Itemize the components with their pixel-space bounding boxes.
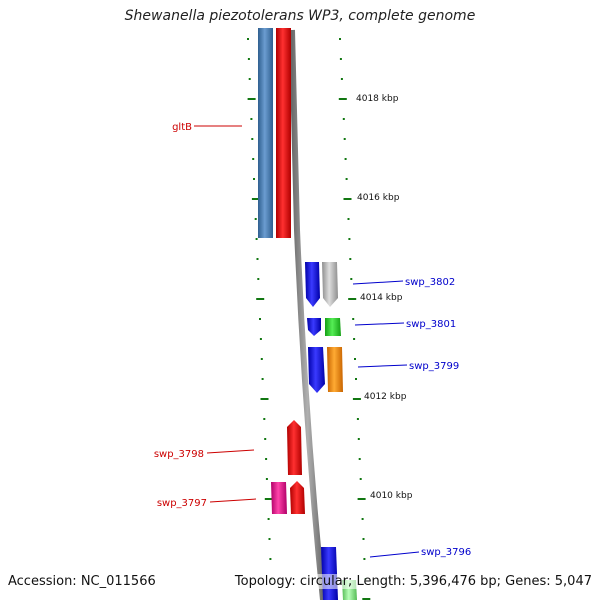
major-tick xyxy=(352,398,361,400)
minor-tick xyxy=(342,118,345,120)
major-tick xyxy=(357,498,366,500)
major-tick xyxy=(256,298,265,300)
minor-tick xyxy=(354,358,356,360)
gene-label-swp_3796[interactable]: swp_3796 xyxy=(421,547,471,558)
scale-label-4014: 4014 kbp xyxy=(360,293,403,303)
minor-tick xyxy=(267,518,270,520)
gene-label-gltB[interactable]: gltB xyxy=(172,122,192,133)
minor-tick xyxy=(355,378,357,380)
minor-tick xyxy=(343,138,346,140)
minor-tick xyxy=(259,338,262,340)
cds-swp_3799-blue[interactable] xyxy=(308,347,325,393)
minor-tick xyxy=(345,178,348,180)
minor-tick xyxy=(353,338,356,340)
major-tick xyxy=(264,498,273,500)
major-tick xyxy=(362,598,371,600)
cds-swp_3797-magenta[interactable] xyxy=(271,482,287,514)
minor-tick xyxy=(268,538,271,540)
minor-tick xyxy=(348,238,351,240)
cds-swp_3802-blue[interactable] xyxy=(305,262,320,307)
genome-backbone xyxy=(289,29,326,600)
minor-tick xyxy=(256,258,259,260)
major-tick xyxy=(338,98,347,100)
scale-label-4016: 4016 kbp xyxy=(357,193,400,203)
major-tick xyxy=(251,198,260,200)
minor-tick xyxy=(363,558,366,560)
major-tick xyxy=(343,198,352,200)
minor-tick xyxy=(344,158,347,160)
minor-tick xyxy=(253,178,255,180)
minor-tick xyxy=(361,518,364,520)
cds-gltB-red[interactable] xyxy=(276,28,291,238)
minor-tick xyxy=(251,138,254,140)
minor-tick xyxy=(248,78,251,80)
cds-swp_3801-blue[interactable] xyxy=(307,318,321,336)
scale-labels: 4018 kbp 4016 kbp 4014 kbp 4012 kbp 4010… xyxy=(356,94,413,501)
scale-label-4018: 4018 kbp xyxy=(356,94,399,104)
gene-label-swp_3802[interactable]: swp_3802 xyxy=(405,277,455,288)
cds-gltB-steel[interactable] xyxy=(258,28,273,238)
scale-ticks xyxy=(247,38,371,600)
minor-tick xyxy=(263,418,266,420)
minor-tick xyxy=(254,218,257,220)
gene-label-swp_3797[interactable]: swp_3797 xyxy=(157,498,207,509)
minor-tick xyxy=(340,78,343,80)
minor-tick xyxy=(362,538,365,540)
genome-summary: Topology: circular; Length: 5,396,476 bp… xyxy=(234,574,592,589)
major-tick xyxy=(348,298,357,300)
scale-label-4010: 4010 kbp xyxy=(370,491,413,501)
minor-tick xyxy=(252,158,255,160)
minor-tick xyxy=(357,438,360,440)
major-tick xyxy=(260,398,269,400)
cds-swp_3802-grey[interactable] xyxy=(322,262,338,307)
minor-tick xyxy=(339,58,342,60)
minor-tick xyxy=(269,558,272,560)
minor-tick xyxy=(247,38,249,40)
cds-swp_3799-orange[interactable] xyxy=(327,347,343,392)
minor-tick xyxy=(265,478,268,480)
minor-tick xyxy=(260,358,263,360)
minor-tick xyxy=(255,238,258,240)
accession-label: Accession: NC_011566 xyxy=(8,574,156,589)
cds-swp_3797-red[interactable] xyxy=(290,481,305,514)
minor-tick xyxy=(339,38,341,40)
scale-label-4012: 4012 kbp xyxy=(364,392,407,402)
minor-tick xyxy=(358,458,361,460)
map-title: Shewanella piezotolerans WP3, complete g… xyxy=(124,8,476,24)
minor-tick xyxy=(259,318,261,320)
minor-tick xyxy=(250,118,253,120)
minor-tick xyxy=(356,418,359,420)
minor-tick xyxy=(347,218,350,220)
minor-tick xyxy=(352,318,355,320)
major-tick xyxy=(247,98,256,100)
minor-tick xyxy=(257,278,260,280)
cds-swp_3801-green[interactable] xyxy=(325,318,341,336)
minor-tick xyxy=(247,58,250,60)
minor-tick xyxy=(359,478,362,480)
minor-tick xyxy=(350,278,353,280)
gene-labels: gltB swp_3798 swp_3797 swp_3802 swp_3801… xyxy=(154,122,471,558)
label-leaders xyxy=(194,125,420,558)
minor-tick xyxy=(264,438,267,440)
minor-tick xyxy=(261,378,264,380)
minor-tick xyxy=(349,258,352,260)
cds-swp_3798-red[interactable] xyxy=(287,420,302,475)
gene-label-swp_3798[interactable]: swp_3798 xyxy=(154,449,204,460)
gene-label-swp_3801[interactable]: swp_3801 xyxy=(406,319,456,330)
minor-tick xyxy=(265,458,268,460)
gene-label-swp_3799[interactable]: swp_3799 xyxy=(409,361,459,372)
